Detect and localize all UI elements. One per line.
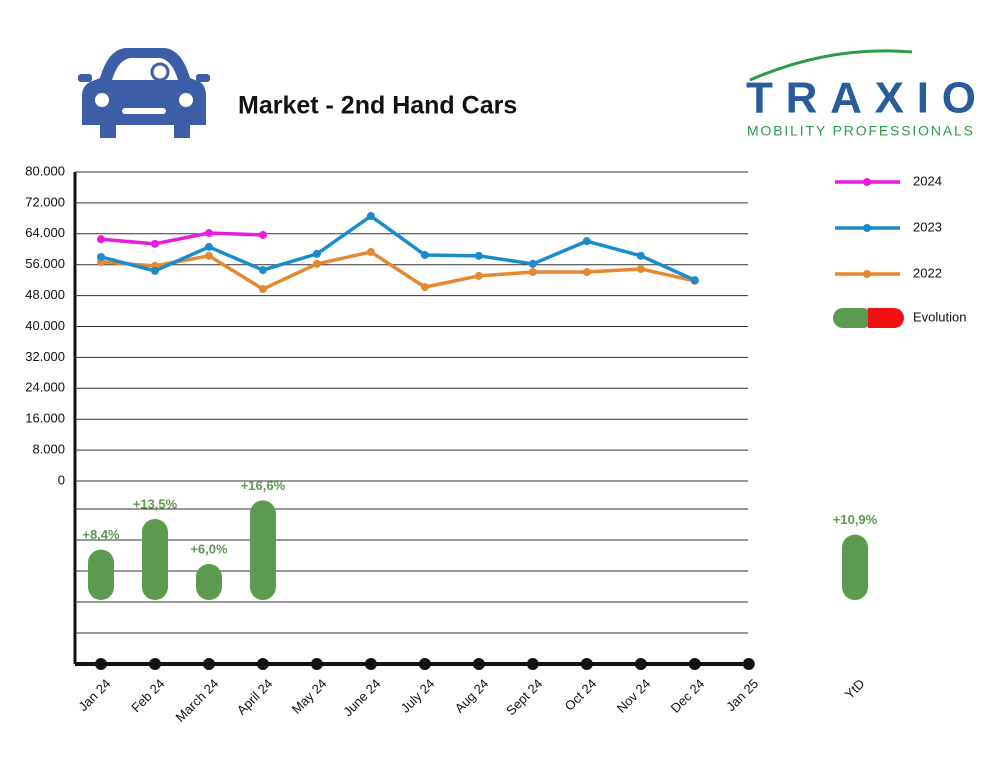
y-tick-label: 48.000 [25,287,65,302]
legend-evolution-green [833,308,873,328]
x-tick-label: Sept 24 [503,676,545,718]
legend-label: 2023 [913,219,942,234]
lower-grid [75,508,748,634]
line-point [150,239,159,248]
x-tick-dot [310,658,323,670]
line-point [636,251,645,260]
line-point [420,251,429,260]
evolution-label: +8,4% [82,527,120,542]
ytd-label: YtD [842,676,868,702]
x-tick-label: Jan 25 [723,676,761,714]
y-tick-label: 32.000 [25,349,65,364]
y-tick-label: 16.000 [25,411,65,426]
y-tick-label: 24.000 [25,380,65,395]
x-tick-dot [95,658,107,670]
line-point [204,251,213,260]
legend-label: Evolution [913,309,966,324]
legend-dot [863,224,871,232]
y-tick-label: 40.000 [25,318,65,333]
logo-swoosh [749,49,913,82]
x-tick-dot [688,658,701,670]
line-series [100,231,264,246]
line-point [366,212,375,221]
legend-dot [863,178,871,186]
x-tick-dot [148,658,161,670]
x-tick-label: May 24 [289,676,330,717]
x-tick-label: April 24 [234,676,276,718]
logo-tagline: MOBILITY PROFESSIONALS [747,123,973,139]
line-point [582,237,591,246]
line-point [97,252,105,261]
line-point [528,268,537,277]
line-point [474,251,483,260]
line-point [204,242,213,251]
y-tick-label: 0 [58,472,65,487]
evolution-label: +13,5% [133,496,178,511]
line-point [258,285,267,294]
line-point [150,266,159,275]
evolution-bar [842,534,868,600]
chart-title: Market - 2nd Hand Cars [238,92,517,120]
line-point [366,247,375,256]
x-tick-label: Dec 24 [668,676,708,716]
x-tick-dot [202,658,215,670]
y-tick-label: 8.000 [32,442,65,457]
line-point [636,264,645,273]
x-tick-label: March 24 [173,676,222,725]
x-tick-label: Aug 24 [452,676,492,716]
evolution-bar [195,564,222,600]
evolution-bar [141,519,168,600]
line-point [258,230,267,239]
x-tick-dot [256,658,269,670]
x-tick-dot [634,658,647,670]
line-point [312,249,321,258]
x-tick-dot [742,658,755,670]
y-tick-label: 64.000 [25,225,65,240]
line-point [690,276,699,285]
line-series [100,214,696,282]
x-tick-label: June 24 [340,676,383,719]
line-point [474,271,483,280]
x-tick-label: Feb 24 [128,676,167,715]
x-tick-label: Nov 24 [614,676,654,716]
x-tick-dot [526,658,539,670]
logo-name: TRAXIO [746,74,976,123]
evolution-label: +10,9% [833,512,878,527]
y-tick-label: 72.000 [25,194,65,209]
legend-label: 2022 [913,265,942,280]
line-point [420,283,429,292]
line-point [582,268,591,277]
evolution-label: +6,0% [190,541,228,556]
legend-dot [863,270,871,278]
evolution-bar [249,500,276,600]
x-tick-label: Jan 24 [75,676,113,714]
x-tick-label: Oct 24 [562,676,600,714]
evolution-label: +16,6% [241,478,286,493]
x-tick-dot [364,658,377,670]
x-tick-dot [580,658,593,670]
x-tick-dot [472,658,485,670]
legend-evolution-red-edge [868,308,880,328]
y-tick-label: 80.000 [25,163,65,178]
line-point [204,229,213,238]
x-tick-dot [418,658,431,670]
y-tick-label: 56.000 [25,256,65,271]
line-point [312,259,321,268]
x-tick-label: July 24 [398,676,438,716]
line-point [258,266,267,275]
line-point [528,259,537,268]
car-icon [78,48,210,138]
legend-label: 2024 [913,173,942,188]
line-point [97,235,105,244]
evolution-bar [88,549,114,600]
line-series [100,250,696,291]
